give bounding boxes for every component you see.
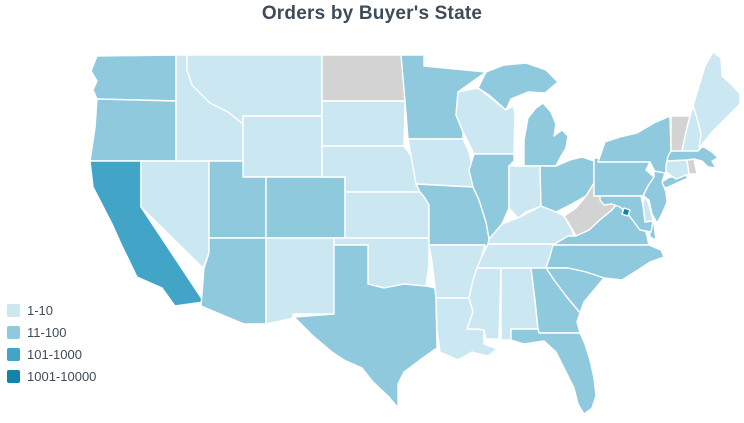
state-pa[interactable] bbox=[593, 157, 655, 197]
legend-item-11-100: 11-100 bbox=[7, 321, 96, 343]
state-md[interactable] bbox=[599, 195, 654, 233]
state-il[interactable] bbox=[468, 153, 515, 240]
state-tx[interactable] bbox=[293, 244, 438, 409]
state-wa[interactable] bbox=[90, 54, 177, 102]
state-dc[interactable] bbox=[621, 207, 631, 217]
legend-label-1-10: 1-10 bbox=[27, 302, 54, 318]
legend-item-1-10: 1-10 bbox=[7, 299, 96, 321]
state-co[interactable] bbox=[265, 176, 346, 239]
state-sd[interactable] bbox=[321, 100, 406, 147]
state-ms[interactable] bbox=[466, 267, 502, 340]
state-ri[interactable] bbox=[686, 158, 698, 175]
state-ky[interactable] bbox=[487, 205, 577, 245]
legend-swatch-11-100 bbox=[7, 325, 20, 339]
legend-label-1001-10000: 1001-10000 bbox=[27, 368, 97, 384]
state-nm[interactable] bbox=[265, 237, 335, 325]
map-legend: 1-10 11-100 101-1000 1001-10000 bbox=[7, 299, 96, 387]
state-nj[interactable] bbox=[642, 170, 668, 224]
legend-swatch-1-10 bbox=[7, 303, 20, 317]
legend-label-11-100: 11-100 bbox=[27, 324, 67, 340]
state-nd[interactable] bbox=[321, 54, 409, 102]
chart-title: Orders by Buyer's State bbox=[261, 3, 483, 24]
state-az[interactable] bbox=[200, 237, 267, 325]
state-ia[interactable] bbox=[407, 138, 481, 188]
state-ga[interactable] bbox=[530, 267, 581, 334]
state-wy[interactable] bbox=[242, 115, 323, 178]
legend-swatch-1001-10000 bbox=[7, 369, 20, 383]
state-me[interactable] bbox=[692, 51, 741, 149]
legend-label-101-1000: 101-1000 bbox=[27, 346, 82, 362]
state-or[interactable] bbox=[89, 98, 177, 162]
legend-swatch-101-1000 bbox=[7, 347, 20, 361]
legend-item-1001-10000: 1001-10000 bbox=[7, 365, 96, 387]
state-wi[interactable] bbox=[455, 87, 516, 155]
state-mi[interactable] bbox=[477, 62, 569, 167]
state-fl[interactable] bbox=[510, 328, 597, 415]
state-ks[interactable] bbox=[344, 191, 430, 239]
legend-item-101-1000: 101-1000 bbox=[7, 343, 96, 365]
state-ma[interactable] bbox=[666, 146, 719, 169]
